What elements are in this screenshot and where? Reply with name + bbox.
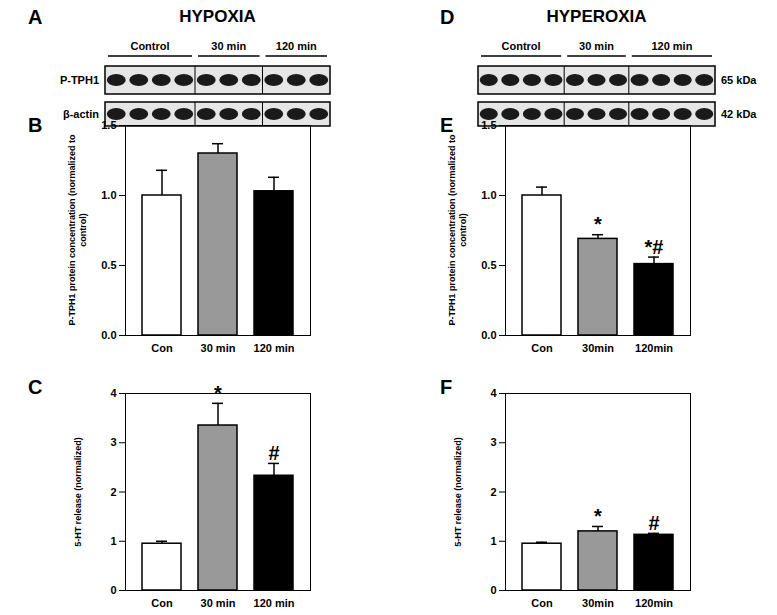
svg-text:4: 4: [490, 387, 497, 399]
html-text:A: A: [28, 6, 43, 28]
svg-text:#: #: [648, 512, 659, 534]
svg-text:*: *: [594, 213, 602, 235]
svg-text:Control: Control: [502, 40, 541, 52]
svg-text:1.0: 1.0: [101, 189, 116, 201]
svg-text:*: *: [214, 382, 222, 404]
svg-text:30 min: 30 min: [201, 597, 236, 609]
svg-text:30min: 30min: [582, 597, 614, 609]
svg-text:30 min: 30 min: [579, 40, 614, 52]
html-text:F: F: [440, 376, 453, 398]
svg-text:Con: Con: [151, 597, 173, 609]
svg-text:120 min: 120 min: [254, 342, 295, 354]
svg-text:1: 1: [490, 535, 496, 547]
svg-text:2: 2: [110, 486, 116, 498]
svg-text:0: 0: [490, 584, 496, 596]
svg-text:30 min: 30 min: [201, 342, 236, 354]
svg-text:3: 3: [490, 436, 496, 448]
svg-text:42 kDa: 42 kDa: [721, 108, 757, 120]
html-text:E: E: [440, 114, 454, 136]
svg-text:*: *: [594, 505, 602, 527]
svg-text:HYPEROXIA: HYPEROXIA: [546, 7, 646, 26]
svg-text:1: 1: [110, 535, 116, 547]
svg-text:0.5: 0.5: [101, 259, 116, 271]
svg-text:120 min: 120 min: [276, 40, 317, 52]
svg-text:1.5: 1.5: [481, 119, 496, 131]
svg-text:4: 4: [110, 387, 117, 399]
html-text:5-HT release (normalized): 5-HT release (normalized): [72, 436, 83, 547]
svg-text:120min: 120min: [635, 342, 673, 354]
svg-text:1.5: 1.5: [101, 119, 116, 131]
html-text:P-TPH1 protein concentration (: P-TPH1 protein concentration (normalized…: [67, 134, 88, 326]
html-text:C: C: [28, 376, 43, 398]
svg-text:2: 2: [490, 486, 496, 498]
svg-text:0.5: 0.5: [481, 259, 496, 271]
svg-text:*#: *#: [645, 236, 664, 258]
html-text:5-HT release (normalized): 5-HT release (normalized): [452, 436, 463, 547]
svg-text:0: 0: [110, 584, 116, 596]
svg-text:1.0: 1.0: [481, 189, 496, 201]
svg-text:#: #: [268, 442, 279, 464]
html-text:D: D: [440, 6, 455, 28]
svg-text:30 min: 30 min: [211, 40, 246, 52]
svg-text:Control: Control: [130, 40, 169, 52]
svg-text:3: 3: [110, 436, 116, 448]
svg-text:65 kDa: 65 kDa: [721, 74, 757, 86]
svg-text:0.0: 0.0: [481, 329, 496, 341]
svg-text:120min: 120min: [635, 597, 673, 609]
html-text:P-TPH1 protein concentration (: P-TPH1 protein concentration (normalized…: [447, 134, 468, 326]
svg-text:Con: Con: [531, 597, 553, 609]
svg-text:Con: Con: [531, 342, 553, 354]
svg-text:Con: Con: [151, 342, 173, 354]
svg-text:P-TPH1: P-TPH1: [60, 74, 99, 86]
svg-text:30min: 30min: [582, 342, 614, 354]
svg-text:HYPOXIA: HYPOXIA: [179, 7, 256, 26]
svg-text:120 min: 120 min: [254, 597, 295, 609]
svg-text:0.0: 0.0: [101, 329, 116, 341]
svg-text:120 min: 120 min: [651, 40, 692, 52]
svg-text:β-actin: β-actin: [63, 108, 99, 120]
html-text:B: B: [28, 114, 43, 136]
